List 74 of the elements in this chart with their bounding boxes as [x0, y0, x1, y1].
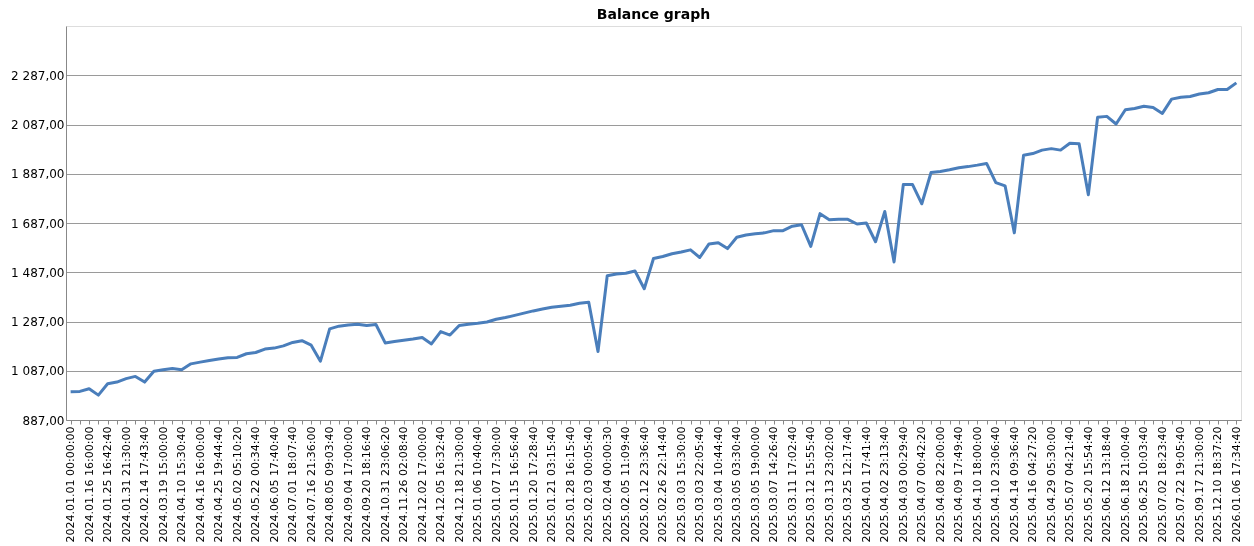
x-tick-label: 2025.01.07 17:30:00 — [489, 426, 503, 543]
x-tick-label: 2025.07.22 19:05:40 — [1174, 426, 1188, 543]
x-tick-label: 2024.04.25 19:44:40 — [212, 426, 226, 543]
chart-title: Balance graph — [596, 6, 711, 22]
x-tick-label: 2025.02.12 23:36:40 — [637, 426, 651, 543]
x-tick-label: 2024.09.04 17:00:00 — [341, 426, 355, 543]
x-tick-label: 2025.06.25 10:03:40 — [1137, 426, 1151, 543]
x-tick-label: 2025.05.07 04:21:40 — [1063, 426, 1077, 543]
x-tick-label: 2024.07.01 18:07:40 — [286, 426, 300, 543]
x-tick-label: 2025.03.05 19:00:00 — [748, 426, 762, 543]
x-tick-label: 2024.12.18 21:30:00 — [452, 426, 466, 543]
x-tick-label: 2025.02.05 11:09:40 — [619, 426, 633, 543]
x-tick-label: 2025.03.03 22:05:40 — [693, 426, 707, 543]
x-tick-label: 2025.03.03 15:30:00 — [674, 426, 688, 543]
x-tick-label: 2024.02.14 17:43:40 — [138, 426, 152, 543]
x-tick-label: 2024.12.05 16:32:40 — [434, 426, 448, 543]
x-tick-label: 2025.04.03 00:29:40 — [896, 426, 910, 543]
x-tick-label: 2024.01.25 16:42:40 — [101, 426, 115, 543]
y-tick-label: 1 287,00 — [11, 315, 65, 329]
y-tick-label: 887,00 — [22, 413, 65, 428]
y-tick-label: 2 287,00 — [11, 68, 65, 83]
x-tick-label: 2025.04.10 18:00:00 — [970, 426, 984, 543]
y-tick-label: 2 087,00 — [11, 118, 65, 132]
x-tick-label: 2025.04.02 23:13:40 — [878, 426, 892, 543]
x-tick-label: 2024.05.22 00:34:40 — [249, 426, 263, 543]
y-tick-label: 1 087,00 — [11, 364, 65, 379]
x-tick-label: 2025.02.26 22:14:40 — [656, 426, 670, 543]
x-tick-label: 2026.01.06 17:34:40 — [1229, 426, 1243, 543]
x-tick-label: 2025.04.16 04:27:20 — [1026, 426, 1040, 543]
x-tick-label: 2024.01.16 16:00:00 — [82, 426, 96, 543]
x-tick-label: 2024.04.10 15:30:40 — [175, 426, 189, 543]
x-tick-label: 2025.03.25 12:17:40 — [841, 426, 855, 543]
x-tick-label: 2025.03.07 14:26:40 — [767, 426, 781, 543]
x-tick-label: 2025.03.12 15:55:40 — [804, 426, 818, 543]
x-tick-label: 2024.04.16 16:00:00 — [193, 426, 207, 543]
x-tick-label: 2025.04.09 17:49:40 — [952, 426, 966, 543]
x-tick-label: 2025.06.12 13:18:40 — [1100, 426, 1114, 543]
x-tick-label: 2025.01.15 16:56:40 — [508, 426, 522, 543]
x-tick-label: 2025.04.08 22:00:00 — [933, 426, 947, 543]
x-tick-label: 2025.01.20 17:28:40 — [526, 426, 540, 543]
x-tick-label: 2025.03.11 17:02:40 — [785, 426, 799, 543]
y-tick-label: 1 487,00 — [11, 265, 65, 280]
x-tick-label: 2024.05.02 05:10:20 — [230, 426, 244, 543]
y-tick-label: 1 887,00 — [11, 167, 65, 182]
x-tick-label: 2025.04.07 00:42:20 — [915, 426, 929, 543]
x-tick-label: 2025.04.01 17:41:40 — [859, 426, 873, 543]
x-tick-label: 2024.11.26 02:08:40 — [397, 426, 411, 543]
x-tick-label: 2025.03.04 10:44:40 — [711, 426, 725, 543]
x-tick-label: 2025.02.04 00:00:30 — [600, 426, 614, 543]
x-tick-label: 2025.05.20 15:54:40 — [1081, 426, 1095, 543]
x-tick-label: 2025.04.29 05:30:00 — [1044, 426, 1058, 543]
x-tick-label: 2025.01.06 10:40:40 — [471, 426, 485, 543]
x-tick-label: 2024.10.31 23:06:20 — [378, 426, 392, 543]
x-tick-label: 2025.04.14 09:36:40 — [1007, 426, 1021, 543]
x-tick-label: 2024.09.20 18:16:40 — [360, 426, 374, 543]
x-tick-label: 2024.07.16 21:36:00 — [304, 426, 318, 543]
x-tick-label: 2024.01.31 21:30:00 — [119, 426, 133, 543]
x-tick-label: 2025.01.28 16:15:40 — [563, 426, 577, 543]
x-tick-label: 2025.09.17 21:30:00 — [1192, 426, 1206, 543]
x-tick-label: 2025.02.03 00:05:40 — [582, 426, 596, 543]
x-tick-label: 2025.07.02 18:23:40 — [1155, 426, 1169, 543]
y-tick-label: 1 687,00 — [11, 216, 65, 231]
x-tick-label: 2025.03.05 03:30:40 — [730, 426, 744, 543]
x-tick-label: 2024.06.05 17:40:40 — [267, 426, 281, 543]
x-tick-label: 2025.03.13 23:02:00 — [822, 426, 836, 543]
x-tick-label: 2025.12.10 18:37:20 — [1211, 426, 1225, 543]
x-tick-label: 2024.12.02 17:00:00 — [415, 426, 429, 543]
x-tick-label: 2024.01.01 00:00:00 — [64, 426, 78, 543]
x-tick-label: 2024.08.05 09:03:40 — [323, 426, 337, 543]
x-tick-label: 2025.01.21 03:15:40 — [545, 426, 559, 543]
x-tick-label: 2024.03.19 15:00:00 — [156, 426, 170, 543]
x-tick-label: 2025.06.18 21:00:40 — [1118, 426, 1132, 543]
x-tick-label: 2025.04.10 23:06:40 — [989, 426, 1003, 543]
line-series — [69, 81, 1238, 397]
